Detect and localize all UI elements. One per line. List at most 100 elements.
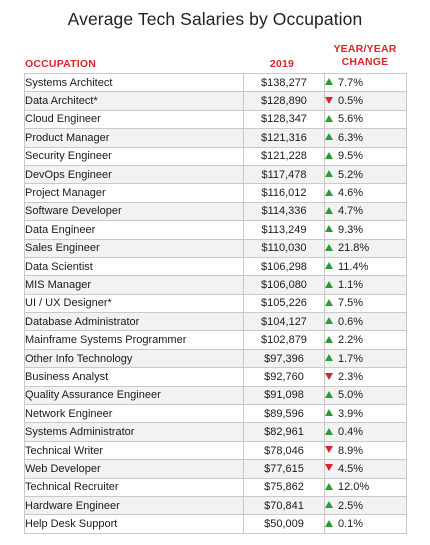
salary-cell: $117,478 xyxy=(243,164,325,185)
salary-cell: $97,396 xyxy=(243,348,325,369)
occupation-cell: Security Engineer xyxy=(24,146,244,166)
up-arrow-icon xyxy=(325,262,333,270)
change-cell: 2.3% xyxy=(324,367,407,387)
change-cell: 0.6% xyxy=(324,312,407,332)
year-column-header: 2019 xyxy=(269,58,295,70)
change-value: 5.0% xyxy=(338,389,364,402)
up-arrow-icon xyxy=(325,133,333,141)
change-cell: 7.7% xyxy=(324,72,407,93)
change-cell: 11.4% xyxy=(324,256,407,277)
salary-cell: $106,080 xyxy=(243,275,325,295)
occupation-cell: Data Scientist xyxy=(24,256,244,277)
change-value: 2.3% xyxy=(338,370,364,383)
table-row: Security Engineer $121,228 9.5% xyxy=(24,146,407,166)
change-value: 4.6% xyxy=(338,187,364,200)
occupation-cell: Data Architect* xyxy=(24,91,244,111)
up-arrow-icon xyxy=(325,390,333,398)
up-arrow-icon xyxy=(325,298,333,306)
salary-cell: $106,298 xyxy=(243,256,325,277)
up-arrow-icon xyxy=(325,225,333,233)
table-row: Network Engineer $89,596 3.9% xyxy=(24,404,407,424)
up-arrow-icon xyxy=(325,519,333,527)
salary-cell: $114,336 xyxy=(243,201,325,222)
up-arrow-icon xyxy=(325,482,333,490)
change-value: 5.2% xyxy=(338,168,364,181)
change-cell: 9.5% xyxy=(324,146,407,166)
down-arrow-icon xyxy=(325,464,333,472)
change-cell: 4.5% xyxy=(324,459,407,479)
occupation-cell: Cloud Engineer xyxy=(24,109,244,130)
up-arrow-icon xyxy=(325,501,333,509)
up-arrow-icon xyxy=(325,335,333,343)
change-cell: 8.9% xyxy=(324,440,407,461)
table-row: Cloud Engineer $128,347 5.6% xyxy=(24,109,407,130)
change-cell: 2.2% xyxy=(324,330,407,350)
table-row: Systems Architect $138,277 7.7% xyxy=(24,72,407,93)
occupation-cell: UI / UX Designer* xyxy=(24,293,244,314)
change-value: 0.5% xyxy=(338,95,364,108)
change-value: 8.9% xyxy=(338,444,364,457)
table-row: Help Desk Support $50,009 0.1% xyxy=(24,514,407,534)
occupation-cell: Technical Recruiter xyxy=(24,477,244,497)
change-value: 0.6% xyxy=(338,315,364,328)
table-row: Technical Recruiter $75,862 12.0% xyxy=(24,477,407,497)
occupation-cell: Other Info Technology xyxy=(24,348,244,369)
table-row: Data Engineer $113,249 9.3% xyxy=(24,220,407,240)
occupation-cell: Data Engineer xyxy=(24,220,244,240)
up-arrow-icon xyxy=(325,427,333,435)
occupation-cell: Project Manager xyxy=(24,183,244,203)
occupation-cell: Mainframe Systems Programmer xyxy=(24,330,244,350)
change-cell: 5.0% xyxy=(324,385,407,406)
table-row: UI / UX Designer* $105,226 7.5% xyxy=(24,293,407,314)
occupation-cell: Business Analyst xyxy=(24,367,244,387)
occupation-cell: Quality Assurance Engineer xyxy=(24,385,244,406)
change-value: 1.1% xyxy=(338,278,364,291)
change-cell: 5.2% xyxy=(324,164,407,185)
change-header-line2: CHANGE xyxy=(341,56,389,68)
table-row: Database Administrator $104,127 0.6% xyxy=(24,312,407,332)
change-cell: 1.1% xyxy=(324,275,407,295)
table-row: Mainframe Systems Programmer $102,879 2.2% xyxy=(24,330,407,350)
occupation-cell: Web Developer xyxy=(24,459,244,479)
up-arrow-icon xyxy=(325,317,333,325)
occupation-cell: MIS Manager xyxy=(24,275,244,295)
change-cell: 2.5% xyxy=(324,495,407,516)
change-value: 4.7% xyxy=(338,205,364,218)
salary-cell: $104,127 xyxy=(243,312,325,332)
salary-cell: $113,249 xyxy=(243,220,325,240)
change-value: 7.5% xyxy=(338,297,364,310)
salary-cell: $110,030 xyxy=(243,238,325,258)
table-row: MIS Manager $106,080 1.1% xyxy=(24,275,407,295)
salary-cell: $89,596 xyxy=(243,404,325,424)
up-arrow-icon xyxy=(325,170,333,178)
salary-cell: $138,277 xyxy=(243,72,325,93)
change-cell: 21.8% xyxy=(324,238,407,258)
salary-cell: $102,879 xyxy=(243,330,325,350)
salary-cell: $75,862 xyxy=(243,477,325,497)
up-arrow-icon xyxy=(325,207,333,215)
change-value: 0.4% xyxy=(338,426,364,439)
salary-cell: $121,228 xyxy=(243,146,325,166)
occupation-cell: Product Manager xyxy=(24,128,244,148)
occupation-cell: Systems Architect xyxy=(24,72,244,93)
table-row: Project Manager $116,012 4.6% xyxy=(24,183,407,203)
change-header-line1: YEAR/YEAR xyxy=(333,43,397,55)
occupation-cell: Technical Writer xyxy=(24,440,244,461)
salary-cell: $92,760 xyxy=(243,367,325,387)
change-cell: 4.6% xyxy=(324,183,407,203)
change-value: 2.5% xyxy=(338,499,364,512)
change-value: 4.5% xyxy=(338,462,364,475)
down-arrow-icon xyxy=(325,446,333,454)
up-arrow-icon xyxy=(325,243,333,251)
change-cell: 6.3% xyxy=(324,128,407,148)
change-cell: 0.1% xyxy=(324,514,407,534)
up-arrow-icon xyxy=(325,115,333,123)
table-row: Product Manager $121,316 6.3% xyxy=(24,128,407,148)
salary-cell: $70,841 xyxy=(243,495,325,516)
salary-cell: $91,098 xyxy=(243,385,325,406)
salary-cell: $82,961 xyxy=(243,422,325,442)
salary-table-body: Systems Architect $138,277 7.7% Data Archit… xyxy=(24,72,407,534)
change-value: 21.8% xyxy=(338,242,370,255)
change-cell: 7.5% xyxy=(324,293,407,314)
occupation-cell: Help Desk Support xyxy=(24,514,244,534)
